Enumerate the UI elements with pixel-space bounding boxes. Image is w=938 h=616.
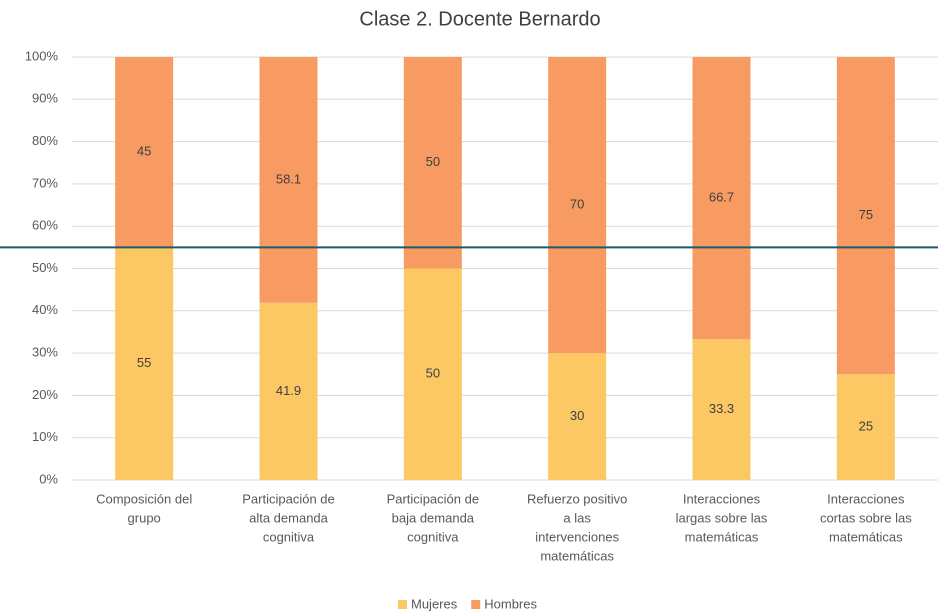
- y-tick-label: 70%: [32, 175, 58, 190]
- data-label: 25: [859, 419, 873, 434]
- bar-segment: [259, 57, 318, 303]
- x-tick-label: Interacciones: [683, 491, 761, 506]
- data-label: 75: [859, 207, 873, 222]
- x-tick-label: grupo: [128, 510, 161, 525]
- x-tick-label: matemáticas: [540, 548, 614, 563]
- bar-segment: [836, 57, 895, 375]
- x-tick-label: alta demanda: [249, 510, 329, 525]
- y-tick-label: 80%: [32, 133, 58, 148]
- y-tick-label: 40%: [32, 302, 58, 317]
- data-label: 30: [570, 408, 584, 423]
- bar-segment: [836, 374, 895, 480]
- bar-segment: [692, 57, 751, 340]
- bar-segment: [548, 57, 607, 354]
- y-tick-label: 100%: [25, 48, 59, 63]
- y-tick-label: 60%: [32, 218, 58, 233]
- y-tick-label: 10%: [32, 429, 58, 444]
- y-tick-label: 30%: [32, 345, 58, 360]
- data-label: 41.9: [276, 383, 301, 398]
- chart-title: Clase 2. Docente Bernardo: [359, 8, 600, 30]
- y-tick-label: 90%: [32, 91, 58, 106]
- bar-segment: [548, 353, 607, 480]
- data-label: 45: [137, 144, 151, 159]
- x-tick-label: a las: [563, 510, 591, 525]
- x-tick-label: intervenciones: [535, 529, 619, 544]
- bar-segment: [259, 302, 318, 480]
- data-label: 50: [426, 154, 440, 169]
- x-tick-label: matemáticas: [829, 529, 903, 544]
- data-label: 33.3: [709, 401, 734, 416]
- y-tick-label: 20%: [32, 387, 58, 402]
- data-label: 70: [570, 196, 584, 211]
- x-tick-label: cortas sobre las: [820, 510, 912, 525]
- legend-label: Hombres: [484, 596, 537, 611]
- data-label: 55: [137, 355, 151, 370]
- bar-segment: [115, 247, 174, 480]
- bar-segment: [115, 57, 174, 248]
- x-tick-label: baja demanda: [392, 510, 475, 525]
- bar-segment: [403, 268, 462, 480]
- data-label: 66.7: [709, 190, 734, 205]
- x-tick-label: Refuerzo positivo: [527, 491, 627, 506]
- x-tick-label: Participación de: [242, 491, 335, 506]
- x-tick-label: cognitiva: [407, 529, 459, 544]
- x-tick-label: cognitiva: [263, 529, 315, 544]
- bar-segment: [692, 339, 751, 480]
- x-tick-label: matemáticas: [685, 529, 759, 544]
- legend-swatch: [398, 600, 407, 609]
- y-tick-label: 0%: [39, 471, 58, 486]
- data-label: 58.1: [276, 171, 301, 186]
- data-label: 50: [426, 366, 440, 381]
- bar-segment: [403, 57, 462, 269]
- x-tick-label: Composición del: [96, 491, 192, 506]
- legend-swatch: [471, 600, 481, 609]
- legend-label: Mujeres: [411, 596, 458, 611]
- x-tick-label: Interacciones: [827, 491, 905, 506]
- y-tick-label: 50%: [32, 260, 58, 275]
- x-tick-label: Participación de: [387, 491, 480, 506]
- x-tick-label: largas sobre las: [676, 510, 768, 525]
